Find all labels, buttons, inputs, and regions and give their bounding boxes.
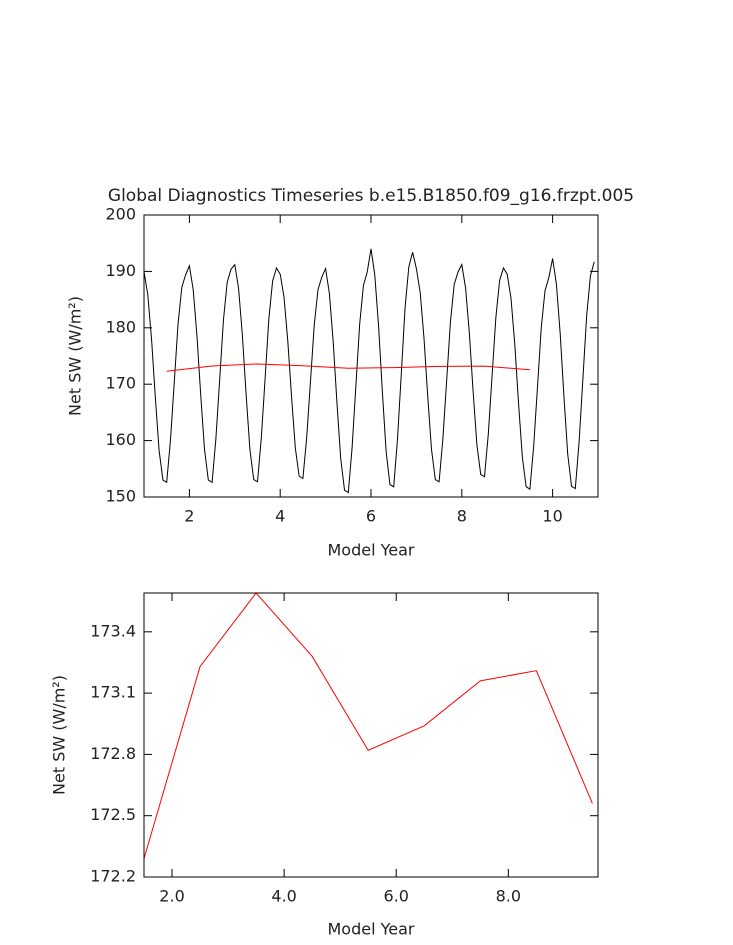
x-axis-label: Model Year	[328, 541, 415, 560]
y-tick-label: 173.4	[90, 621, 136, 640]
chart-title: Global Diagnostics Timeseries b.e15.B185…	[108, 186, 634, 206]
x-axis-label: Model Year	[328, 920, 415, 939]
y-tick-label: 200	[105, 205, 136, 224]
y-tick-label: 173.1	[90, 683, 136, 702]
x-tick-label: 2.0	[159, 887, 184, 906]
y-axis-label: Net SW (W/m²)	[66, 296, 85, 416]
y-tick-label: 150	[105, 487, 136, 506]
y-tick-label: 170	[105, 374, 136, 393]
x-tick-label: 4	[275, 507, 285, 526]
y-tick-label: 172.8	[90, 744, 136, 763]
y-tick-label: 180	[105, 317, 136, 336]
x-tick-label: 4.0	[271, 887, 296, 906]
x-tick-label: 8.0	[496, 887, 521, 906]
y-axis-label: Net SW (W/m²)	[50, 675, 69, 795]
series-line	[166, 363, 530, 372]
series-line	[143, 248, 595, 494]
plot-frame	[143, 214, 599, 498]
y-tick-label: 190	[105, 261, 136, 280]
x-tick-label: 2	[184, 507, 194, 526]
x-tick-label: 10	[542, 507, 562, 526]
series-line	[143, 592, 593, 859]
y-tick-label: 160	[105, 430, 136, 449]
y-tick-label: 172.5	[90, 805, 136, 824]
plot-frame	[143, 592, 599, 878]
y-tick-label: 172.2	[90, 867, 136, 886]
x-tick-label: 6.0	[383, 887, 408, 906]
x-tick-label: 6	[366, 507, 376, 526]
x-tick-label: 8	[457, 507, 467, 526]
